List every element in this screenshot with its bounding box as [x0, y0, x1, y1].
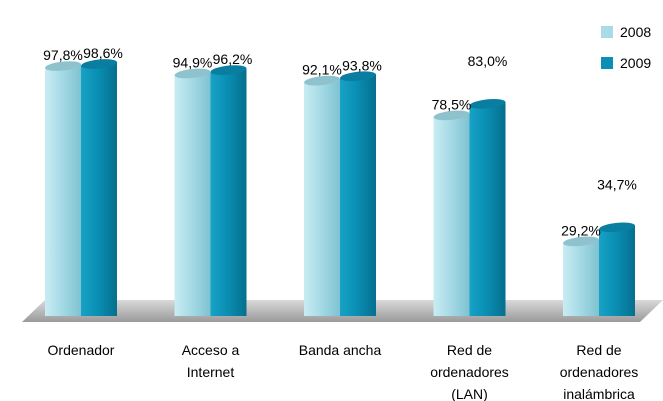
- category-label-3: (LAN): [451, 386, 488, 401]
- category-label-3: ordenadores: [430, 364, 509, 380]
- category-labels-layer: Ordenador Acceso a Internet Banda ancha Red …: [48, 342, 639, 401]
- data-label-2008-0: 97,8%: [43, 47, 83, 63]
- data-label-2009-4: 34,7%: [597, 176, 637, 192]
- category-label-1: Acceso a: [182, 342, 240, 358]
- category-label-0: Ordenador: [48, 342, 115, 358]
- bar-2008-4: [563, 236, 599, 316]
- bar-2008-3: [433, 110, 470, 317]
- bars-layer: [45, 59, 635, 317]
- category-label-3: Red de: [447, 342, 492, 358]
- data-label-2009-2: 93,8%: [342, 57, 382, 73]
- legend-label-2009: 2009: [620, 55, 651, 71]
- legend: 2008 2009: [601, 24, 651, 71]
- bar-2009-2: [340, 71, 376, 316]
- category-label-4: inalámbrica: [563, 386, 635, 401]
- data-label-2008-4: 29,2%: [561, 222, 601, 238]
- data-label-2008-3: 78,5%: [432, 96, 472, 112]
- category-label-4: ordenadores: [560, 364, 639, 380]
- bar-2008-0: [45, 61, 81, 317]
- category-label-2: Banda ancha: [299, 342, 382, 358]
- data-label-2008-2: 92,1%: [302, 62, 342, 78]
- bar-2009-0: [81, 59, 117, 316]
- bar-2008-2: [304, 75, 340, 316]
- category-label-1: Internet: [187, 364, 235, 380]
- data-label-2009-1: 96,2%: [213, 51, 253, 67]
- bar-2009-1: [210, 65, 247, 316]
- data-label-2009-0: 98,6%: [83, 45, 123, 61]
- bar-2009-3: [469, 99, 506, 317]
- data-labels-layer: 97,8% 98,6% 94,9% 96,2% 92,1% 93,8% 78,5% 83,0%…: [43, 45, 637, 238]
- legend-label-2008: 2008: [620, 24, 651, 40]
- category-label-4: Red de: [576, 342, 621, 358]
- bar-2008-1: [174, 68, 211, 316]
- data-label-2009-3: 83,0%: [468, 53, 508, 69]
- data-label-2008-1: 94,9%: [173, 54, 213, 70]
- legend-swatch-2009: [601, 57, 613, 69]
- bar-2009-4: [599, 222, 635, 316]
- legend-swatch-2008: [601, 26, 613, 38]
